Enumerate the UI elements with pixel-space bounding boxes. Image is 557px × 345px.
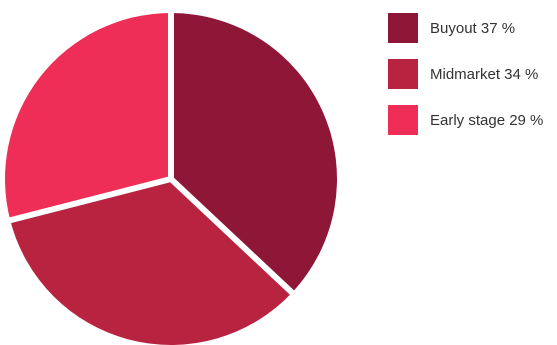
legend-label-early-stage: Early stage 29 % (430, 111, 544, 129)
pie-slice-midmarket (10, 179, 293, 345)
slice-separator (168, 176, 297, 298)
pie-chart (5, 13, 337, 345)
pie-slice-buyout (171, 13, 337, 293)
legend-item-buyout: Buyout 37 % (388, 13, 543, 43)
legend-swatch-early-stage (388, 105, 418, 135)
legend-item-midmarket: Midmarket 34 % (388, 59, 543, 89)
slice-separator (5, 176, 172, 225)
legend-swatch-midmarket (388, 59, 418, 89)
legend-label-midmarket: Midmarket 34 % (430, 65, 539, 83)
pie-slice-early-stage (5, 13, 171, 221)
legend-item-early-stage: Early stage 29 % (388, 105, 543, 135)
legend-label-buyout: Buyout 37 % (430, 19, 516, 37)
legend-swatch-buyout (388, 13, 418, 43)
legend: Buyout 37 % Midmarket 34 % Early stage 2… (388, 13, 543, 151)
